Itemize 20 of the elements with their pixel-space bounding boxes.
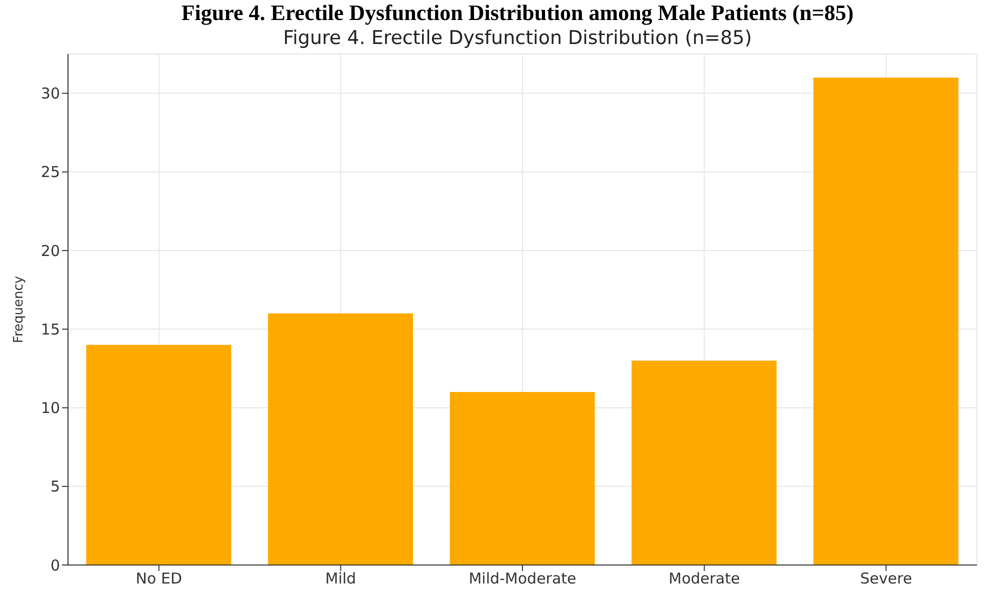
- bar: [86, 344, 232, 565]
- y-tick-label: 15: [40, 320, 60, 338]
- y-tick-label: 25: [40, 163, 60, 182]
- bar: [268, 313, 413, 565]
- chart-title: Figure 4. Erectile Dysfunction Distribution among Male Patients (n=85): [180, 0, 855, 26]
- x-tick-label: Mild: [325, 570, 356, 588]
- y-tick-label: 20: [40, 242, 60, 260]
- x-tick-label: Mild-Moderate: [468, 570, 576, 588]
- y-tick-label: 30: [40, 84, 60, 103]
- chart-subtitle: Figure 4. Erectile Dysfunction Distribution (n=85): [282, 26, 753, 50]
- x-tick-label: No ED: [136, 570, 182, 588]
- y-tick-label: 0: [50, 556, 60, 574]
- y-axis-title: Frequency: [12, 276, 27, 344]
- bar: [632, 360, 777, 565]
- bar: [813, 78, 958, 565]
- x-tick-label: Moderate: [668, 570, 740, 588]
- x-tick-label: Severe: [860, 570, 912, 588]
- y-tick-label: 10: [40, 399, 60, 418]
- y-tick-label: 5: [50, 478, 60, 496]
- bar: [450, 392, 595, 565]
